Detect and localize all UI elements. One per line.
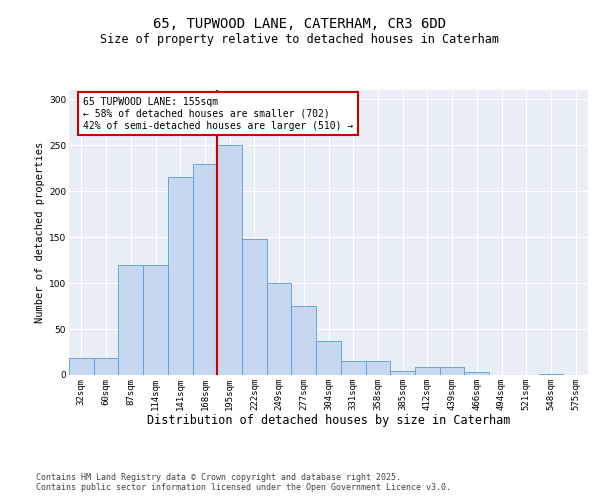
X-axis label: Distribution of detached houses by size in Caterham: Distribution of detached houses by size … — [147, 414, 510, 427]
Bar — [415, 366, 440, 375]
Bar — [292, 306, 316, 375]
Bar — [267, 283, 292, 375]
Text: 65, TUPWOOD LANE, CATERHAM, CR3 6DD: 65, TUPWOOD LANE, CATERHAM, CR3 6DD — [154, 18, 446, 32]
Bar — [341, 361, 365, 375]
Bar — [440, 366, 464, 375]
Bar — [143, 264, 168, 375]
Bar — [193, 164, 217, 375]
Bar — [365, 361, 390, 375]
Text: Contains HM Land Registry data © Crown copyright and database right 2025.
Contai: Contains HM Land Registry data © Crown c… — [36, 473, 451, 492]
Y-axis label: Number of detached properties: Number of detached properties — [35, 142, 45, 323]
Bar — [464, 372, 489, 375]
Bar — [390, 372, 415, 375]
Bar — [69, 358, 94, 375]
Bar — [94, 358, 118, 375]
Bar — [118, 264, 143, 375]
Bar — [168, 178, 193, 375]
Text: 65 TUPWOOD LANE: 155sqm
← 58% of detached houses are smaller (702)
42% of semi-d: 65 TUPWOOD LANE: 155sqm ← 58% of detache… — [83, 98, 353, 130]
Bar — [316, 341, 341, 375]
Bar — [242, 239, 267, 375]
Text: Size of property relative to detached houses in Caterham: Size of property relative to detached ho… — [101, 32, 499, 46]
Bar — [217, 145, 242, 375]
Bar — [539, 374, 563, 375]
